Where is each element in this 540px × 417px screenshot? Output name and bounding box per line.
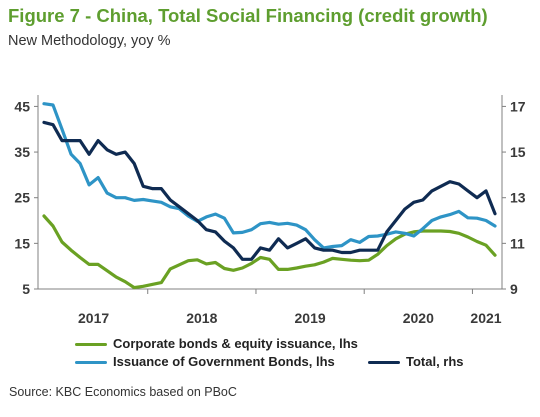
source-note: Source: KBC Economics based on PBoC: [9, 385, 237, 399]
series-line-issuance-of-government-bonds-lhs: [42, 102, 497, 250]
chart-title: Figure 7 - China, Total Social Financing…: [8, 5, 488, 26]
x-axis-tick-label: 2021: [470, 310, 501, 326]
x-axis-tick-label: 2018: [186, 310, 217, 326]
right-axis-tick-label: 17: [510, 98, 526, 114]
legend-item-corporate-bonds: Corporate bonds & equity issuance, lhs: [75, 335, 358, 353]
legend-item-government-bonds: Issuance of Government Bonds, lhs: [75, 353, 335, 371]
series-line-total-rhs: [42, 120, 497, 261]
left-axis-tick-label: 5: [22, 281, 30, 297]
legend-item-total: Total, rhs: [368, 353, 464, 371]
right-axis-tick-label: 9: [510, 281, 518, 297]
legend-label: Corporate bonds & equity issuance, lhs: [113, 336, 358, 351]
x-axis-tick-label: 2017: [78, 310, 109, 326]
x-axis-tick-label: 2019: [295, 310, 326, 326]
legend-swatch-total: [368, 360, 400, 364]
right-axis-tick-label: 15: [510, 144, 526, 160]
left-axis-tick-label: 35: [14, 144, 30, 160]
legend-swatch-government-bonds: [75, 360, 107, 364]
legend-label: Issuance of Government Bonds, lhs: [113, 354, 335, 369]
right-axis-tick-label: 13: [510, 190, 526, 206]
right-axis-tick-label: 11: [510, 235, 525, 251]
legend-swatch-corporate-bonds: [75, 342, 107, 346]
chart-subtitle: New Methodology, yoy %: [8, 33, 171, 49]
legend-label: Total, rhs: [406, 354, 464, 369]
left-axis-tick-label: 15: [14, 235, 30, 251]
left-axis-tick-label: 25: [14, 190, 30, 206]
x-axis-tick-label: 2020: [403, 310, 434, 326]
left-axis-tick-label: 45: [14, 98, 30, 114]
